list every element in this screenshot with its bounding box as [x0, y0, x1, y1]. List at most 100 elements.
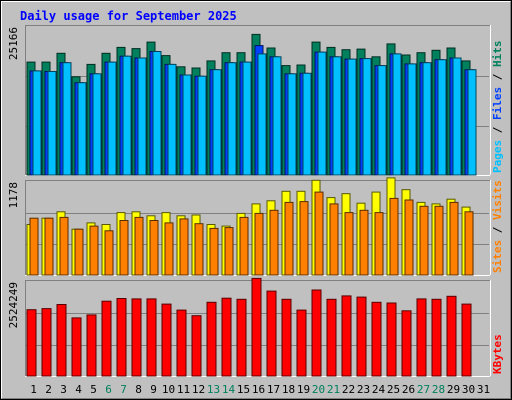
x-tick-label-day-13: 13 [207, 383, 220, 396]
bar-kbytes-day-5 [86, 314, 97, 377]
bar-pages-day-4 [77, 82, 87, 176]
legend-kbytes: KBytes [491, 334, 504, 374]
bar-pages-day-8 [137, 57, 147, 176]
bar-pages-day-30 [467, 69, 477, 176]
x-tick-label-day-29: 29 [447, 383, 460, 396]
bar-kbytes-day-12 [191, 315, 202, 377]
x-tick-label-day-2: 2 [45, 383, 52, 396]
bar-kbytes-day-13 [206, 301, 217, 377]
bar-sites-day-18 [284, 201, 294, 276]
y-max-label: 25166 [7, 27, 20, 60]
x-tick-label-day-6: 6 [105, 383, 112, 396]
panel-hits-files-pages: 25166 Pages / Files / Hits [7, 25, 504, 176]
bar-sites-day-2 [44, 217, 54, 276]
bar-kbytes-day-30 [461, 303, 472, 377]
bar-kbytes-day-14 [221, 297, 232, 377]
x-tick-label-day-8: 8 [135, 383, 142, 396]
bar-pages-day-10 [167, 63, 177, 176]
panels-layer: 25166 Pages / Files / Hits 1178 Sites / Vis… [7, 25, 504, 377]
bar-kbytes-day-16 [251, 277, 262, 377]
bar-pages-day-7 [122, 55, 132, 176]
x-tick-label-day-19: 19 [297, 383, 310, 396]
bar-sites-day-16 [254, 212, 264, 276]
bar-sites-day-10 [164, 222, 174, 276]
chart-title: Daily usage for September 2025 [20, 9, 237, 23]
x-tick-label-day-14: 14 [222, 383, 236, 396]
bar-pages-day-29 [452, 57, 462, 176]
bar-kbytes-day-20 [311, 289, 322, 377]
bar-sites-day-26 [404, 199, 414, 276]
bar-pages-day-19 [302, 72, 312, 176]
bar-sites-day-14 [224, 227, 234, 276]
bar-sites-day-7 [119, 220, 129, 276]
x-tick-label-day-4: 4 [75, 383, 82, 396]
bar-pages-day-14 [227, 62, 237, 176]
bar-kbytes-day-28 [431, 298, 442, 377]
bar-kbytes-day-6 [101, 300, 112, 377]
bar-sites-day-28 [434, 205, 444, 276]
bar-sites-day-8 [134, 216, 144, 276]
x-tick-label-day-22: 22 [342, 383, 355, 396]
x-tick-label-day-17: 17 [267, 383, 280, 396]
bar-kbytes-day-24 [371, 301, 382, 377]
legend-entry: / [491, 120, 504, 140]
x-axis: 1 2 3 4 5 6 7 8 9 10 11 12 13 14 15 16 17 18 19 20 21 22 23 24 2… [30, 383, 490, 396]
x-tick-label-day-7: 7 [120, 383, 127, 396]
x-tick-label-day-10: 10 [162, 383, 175, 396]
x-tick-label-day-18: 18 [282, 383, 295, 396]
bar-kbytes-day-25 [386, 302, 397, 377]
bar-pages-day-12 [197, 75, 207, 176]
bar-pages-day-3 [62, 62, 72, 176]
x-tick-label-day-15: 15 [237, 383, 250, 396]
bar-sites-day-25 [389, 197, 399, 276]
bar-pages-day-2 [47, 71, 57, 176]
legend-entry: Files [491, 87, 504, 120]
bar-pages-day-20 [317, 51, 327, 176]
x-tick-label-day-25: 25 [387, 383, 400, 396]
x-tick-label-day-27: 27 [417, 383, 430, 396]
bar-pages-day-25 [392, 53, 402, 176]
x-tick-label-day-9: 9 [150, 383, 157, 396]
bar-kbytes-day-21 [326, 298, 337, 377]
x-tick-label-day-11: 11 [177, 383, 190, 396]
x-tick-label-day-20: 20 [312, 383, 325, 396]
bar-kbytes-day-27 [416, 298, 427, 377]
legend-entry: Hits [491, 41, 504, 68]
legend-entry: / [491, 220, 504, 240]
bar-pages-day-23 [362, 58, 372, 176]
bar-sites-day-22 [344, 212, 354, 276]
bar-pages-day-15 [242, 61, 252, 176]
legend-entry: KBytes [491, 334, 504, 374]
x-tick-label-day-28: 28 [432, 383, 445, 396]
bar-kbytes-day-18 [281, 298, 292, 377]
x-tick-label-day-30: 30 [462, 383, 475, 396]
bar-pages-day-5 [92, 73, 102, 176]
bar-sites-day-1 [29, 217, 39, 276]
legend-entry: Visits [491, 180, 504, 220]
panel-kbytes: 2524249 KBytes [7, 277, 504, 377]
x-tick-label-day-5: 5 [90, 383, 97, 396]
bar-sites-day-23 [359, 209, 369, 276]
x-tick-label-day-26: 26 [402, 383, 415, 396]
bar-pages-day-13 [212, 69, 222, 176]
bar-pages-day-22 [347, 58, 357, 176]
bar-sites-day-4 [74, 228, 84, 276]
bar-kbytes-day-23 [356, 296, 367, 377]
bar-pages-day-21 [332, 56, 342, 176]
bar-sites-day-13 [209, 227, 219, 276]
x-tick-label-day-16: 16 [252, 383, 265, 396]
bar-sites-day-9 [149, 220, 159, 276]
legend-entry: Pages [491, 140, 504, 173]
bar-kbytes-day-1 [26, 309, 37, 377]
bar-pages-day-18 [287, 73, 297, 176]
bar-pages-day-26 [407, 63, 417, 176]
bar-sites-day-3 [59, 216, 69, 276]
legend-visits-sites: Sites / Visits [491, 180, 504, 273]
bar-sites-day-30 [464, 211, 474, 276]
bar-sites-day-19 [299, 201, 309, 276]
y-max-label: 2524249 [7, 282, 20, 328]
x-tick-label-day-23: 23 [357, 383, 370, 396]
y-max-label: 1178 [7, 182, 20, 209]
bar-sites-day-15 [239, 216, 249, 276]
x-tick-label-day-12: 12 [192, 383, 205, 396]
